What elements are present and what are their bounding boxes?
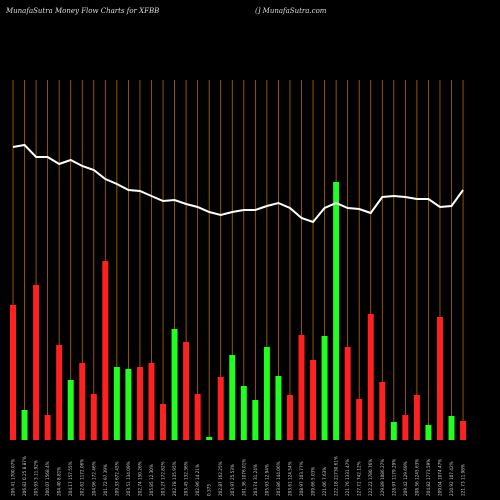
x-tick-label: 201.36 1076.01%: [241, 459, 246, 496]
x-tick-label: 204.17 157.55%: [68, 461, 73, 496]
bar: [344, 347, 351, 440]
x-tick-label: 227.72 742.12%: [357, 461, 362, 496]
x-tick-label: 221.76 1331.47%: [345, 459, 350, 496]
x-tick-label: 203.86 144.06%: [276, 461, 281, 496]
bar: [33, 285, 40, 440]
bar: [390, 422, 397, 440]
x-tick-label: 202.87 162.25%: [218, 461, 223, 496]
bar: [413, 395, 420, 440]
bar: [10, 305, 16, 440]
x-tick-label: 203.51 134.09%: [126, 461, 131, 496]
bar: [263, 347, 270, 440]
bar: [356, 399, 363, 440]
x-tick-label: 0.375: [207, 484, 212, 496]
bar: [102, 261, 109, 440]
bar: [286, 395, 293, 440]
x-tick-label: 221.06 7.63%: [322, 467, 327, 496]
x-tick-label: 209.04 1074.47%: [437, 459, 442, 496]
bar: [194, 394, 201, 440]
bar: [298, 335, 305, 440]
bar: [125, 369, 132, 440]
bar: [217, 377, 224, 440]
flow-line: [12, 143, 464, 224]
x-tick-label: 222.22 1780.76%: [368, 459, 373, 496]
bar: [148, 363, 155, 440]
bar: [252, 400, 259, 440]
x-tick-label: 200.07 1568.4%: [45, 461, 50, 496]
bar: [183, 342, 190, 440]
x-tick-label: 203.45 132.36%: [184, 461, 189, 496]
x-tick-label: 202.78 135.95%: [172, 461, 177, 496]
x-tick-label: 209.42 129.69%: [403, 461, 408, 496]
x-tick-label: 205.93 3.11.92%: [34, 460, 39, 496]
x-tick-label: 205.85 12.30%: [149, 464, 154, 496]
x-tick-label: 201.72 97.39%: [103, 464, 108, 496]
bar: [425, 425, 432, 440]
x-tick-label: 221.73 11.98%: [461, 464, 466, 496]
bar: [275, 376, 282, 440]
bar: [229, 355, 236, 440]
x-tick-label: 203.27 172.82%: [161, 461, 166, 496]
bar: [206, 437, 213, 440]
x-tick-label: 203.74 31.24%: [253, 464, 258, 496]
bar: [321, 336, 328, 440]
x-tick-label: 222.18 21730.61%: [334, 456, 339, 496]
bar: [136, 367, 143, 440]
x-tick-label: 209.66 5.03%: [311, 467, 316, 496]
x-tick-label: 206.41 1700.07%: [11, 459, 16, 496]
x-tick-label: 206.82 0.25 8.87%: [22, 456, 27, 496]
x-tick-label: 209.33 672.45%: [114, 461, 119, 496]
bar: [402, 415, 409, 440]
x-tick-label: 202.96 14.21%: [195, 464, 200, 496]
bar: [436, 317, 443, 440]
x-tick-label: 228.97 1179.29%: [391, 459, 396, 496]
bar: [460, 421, 467, 440]
x-tick-label: 203.61 124.54%: [287, 461, 292, 496]
x-tick-label: 204.40 8.81%: [57, 467, 62, 496]
bar: [56, 345, 63, 440]
chart-subtitle: (] MunafaSutra.com: [255, 7, 327, 15]
bar: [367, 314, 374, 440]
bar: [379, 382, 386, 440]
bar: [113, 367, 120, 440]
x-tick-label: 204.82 1773.59%: [426, 459, 431, 496]
x-tick-label: 210.92 107.42%: [449, 461, 454, 496]
x-tick-label: 202.74 150.26%: [137, 461, 142, 496]
bar: [448, 416, 455, 440]
bar: [79, 363, 86, 440]
x-tick-label: 205.93 12.94%: [264, 464, 269, 496]
bar: [67, 380, 74, 440]
bar: [90, 394, 97, 440]
bar: [240, 386, 247, 440]
bar: [21, 410, 28, 440]
bar: [160, 404, 167, 440]
bar: [44, 415, 51, 440]
bar: [333, 182, 340, 440]
x-tick-label: 202.62 1172.06%: [80, 459, 85, 496]
x-tick-label: 229.89 1086.27%: [380, 459, 385, 496]
x-tick-label: 203.97 25.53%: [230, 464, 235, 496]
bar: [310, 360, 317, 440]
x-tick-label: 204.96 172.46%: [91, 461, 96, 496]
chart-title: MunafaSutra Money Flow Charts for XFBB: [5, 7, 159, 15]
bar: [171, 329, 178, 440]
x-tick-label: 208.56 1245.63%: [414, 459, 419, 496]
x-tick-label: 208.97 103.77%: [299, 461, 304, 496]
